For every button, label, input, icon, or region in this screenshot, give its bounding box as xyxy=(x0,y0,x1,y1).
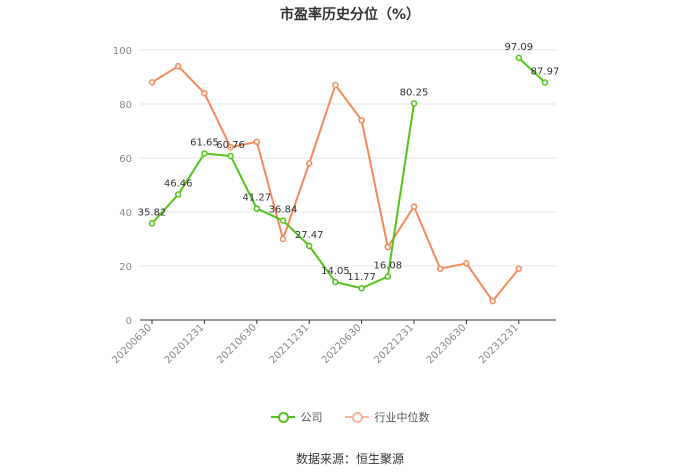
industry-median-point xyxy=(436,265,444,272)
industry-median-point xyxy=(332,81,339,89)
industry-median-point xyxy=(515,265,523,272)
company-point xyxy=(279,217,287,224)
industry-median-point xyxy=(305,160,313,167)
company-data-label: 41.27 xyxy=(242,193,271,204)
source-note: 数据来源：恒生聚源 xyxy=(295,452,404,466)
y-tick-label: 40 xyxy=(119,208,132,219)
x-tick-label: 20220630 xyxy=(320,322,364,366)
company-point xyxy=(515,54,523,62)
y-tick-label: 60 xyxy=(119,154,132,165)
company-data-label: 11.77 xyxy=(347,272,376,283)
legend-label-industry-median: 行业中位数 xyxy=(374,411,430,424)
company-data-label: 61.65 xyxy=(190,138,219,149)
industry-median-point xyxy=(227,143,234,151)
x-tick-label: 20210630 xyxy=(215,322,259,366)
company-data-label: 36.84 xyxy=(269,205,298,216)
company-point xyxy=(227,152,234,160)
company-data-label: 27.47 xyxy=(295,230,324,241)
legend-item-company[interactable]: 公司 xyxy=(270,409,323,425)
chart-title: 市盈率历史分位（%） xyxy=(279,7,421,23)
industry-median-point xyxy=(174,62,182,70)
industry-median-point xyxy=(410,203,418,210)
industry-median-point xyxy=(148,79,156,86)
company-point xyxy=(410,100,418,107)
company-point xyxy=(253,205,261,212)
industry-median-point xyxy=(384,243,392,251)
legend: 公司 行业中位数 xyxy=(0,408,700,426)
company-data-label: 16.08 xyxy=(373,261,402,272)
company-data-label: 46.46 xyxy=(164,179,193,190)
industry-median-point xyxy=(279,235,287,243)
industry-median-point xyxy=(463,260,470,267)
legend-swatch-company xyxy=(270,411,295,423)
y-tick-label: 20 xyxy=(119,262,132,273)
industry-median-point xyxy=(201,89,208,97)
company-point xyxy=(305,242,313,250)
company-data-label: 87.97 xyxy=(531,66,560,77)
company-point xyxy=(541,79,549,86)
company-point xyxy=(148,220,156,227)
x-tick-label: 20211231 xyxy=(268,322,312,366)
company-data-label: 60.76 xyxy=(216,140,245,151)
company-point xyxy=(174,191,182,198)
industry-median-point xyxy=(253,138,261,146)
legend-label-company: 公司 xyxy=(300,411,323,424)
legend-item-industry-median[interactable]: 行业中位数 xyxy=(344,409,430,425)
company-point xyxy=(358,284,365,292)
y-tick-label: 100 xyxy=(113,46,132,57)
industry-median-point xyxy=(489,297,496,305)
company-point xyxy=(384,273,392,280)
company-line xyxy=(518,57,546,84)
company-data-label: 97.09 xyxy=(504,42,533,53)
y-tick-label: 0 xyxy=(126,316,132,327)
x-tick-label: 20221231 xyxy=(372,322,416,366)
company-data-label: 35.82 xyxy=(138,207,167,218)
x-tick-label: 20230630 xyxy=(425,322,469,366)
x-tick-label: 20200630 xyxy=(110,322,154,366)
company-point xyxy=(201,150,208,157)
x-tick-label: 20201231 xyxy=(163,322,207,366)
industry-median-point xyxy=(358,116,365,124)
y-tick-label: 80 xyxy=(119,100,132,111)
company-point xyxy=(332,278,339,286)
company-data-label: 80.25 xyxy=(400,87,429,98)
company-data-label: 14.05 xyxy=(321,266,350,277)
legend-swatch-industry-median xyxy=(344,411,369,423)
x-tick-label: 20231231 xyxy=(477,322,521,366)
